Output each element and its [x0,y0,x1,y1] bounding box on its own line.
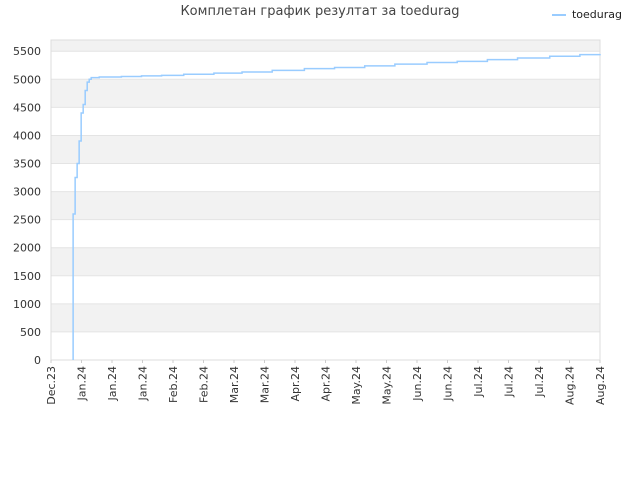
x-tick-label: Aug.24 [594,366,607,405]
x-tick-label: Jul.24 [472,366,485,398]
y-tick-label: 4000 [13,129,41,142]
legend-label: toedurag [571,8,622,21]
x-tick-label: May.24 [350,366,363,405]
x-tick-label: Apr.24 [289,366,302,402]
y-tick-label: 2000 [13,242,41,255]
x-tick-label: Apr.24 [320,366,333,402]
x-tick-label: Jul.24 [503,366,516,398]
y-tick-label: 2500 [13,214,41,227]
legend-swatch [551,13,566,16]
y-tick-label: 5500 [13,45,41,58]
grid-band [51,331,600,360]
grid-band [51,107,600,136]
x-tick-label: Jun.24 [411,366,424,402]
grid-band [51,163,600,192]
grid-band [51,303,600,332]
y-tick-label: 1500 [13,270,41,283]
x-tick-label: Jan.24 [76,366,89,401]
x-tick-label: Dec.23 [45,366,58,405]
y-tick-label: 1000 [13,298,41,311]
chart-title: Комплетан график резултат за toedurag [180,4,460,19]
series-line [72,53,601,360]
y-tick-label: 3500 [13,158,41,171]
grid-band [51,79,600,108]
y-tick-label: 5000 [13,73,41,86]
y-tick-label: 3000 [13,186,41,199]
x-tick-label: Jan.24 [106,366,119,401]
grid-band [51,51,600,80]
grid-band [51,40,600,52]
grid-band [51,219,600,248]
grid-band [51,275,600,304]
y-tick-label: 500 [20,326,41,339]
x-tick-label: May.24 [381,366,394,405]
x-tick-label: Feb.24 [167,366,180,403]
grid-band [51,191,600,220]
x-tick-label: Mar.24 [228,366,241,403]
x-tick-label: Mar.24 [259,366,272,403]
y-tick-label: 0 [34,354,41,367]
legend: toedurag [551,8,622,21]
x-tick-label: Jul.24 [533,366,546,398]
grid-band [51,247,600,276]
x-tick-label: Jan.24 [137,366,150,401]
grid-band [51,135,600,164]
x-tick-label: Jun.24 [442,366,455,402]
y-tick-label: 4500 [13,101,41,114]
x-tick-label: Aug.24 [564,366,577,405]
x-tick-label: Feb.24 [198,366,211,403]
